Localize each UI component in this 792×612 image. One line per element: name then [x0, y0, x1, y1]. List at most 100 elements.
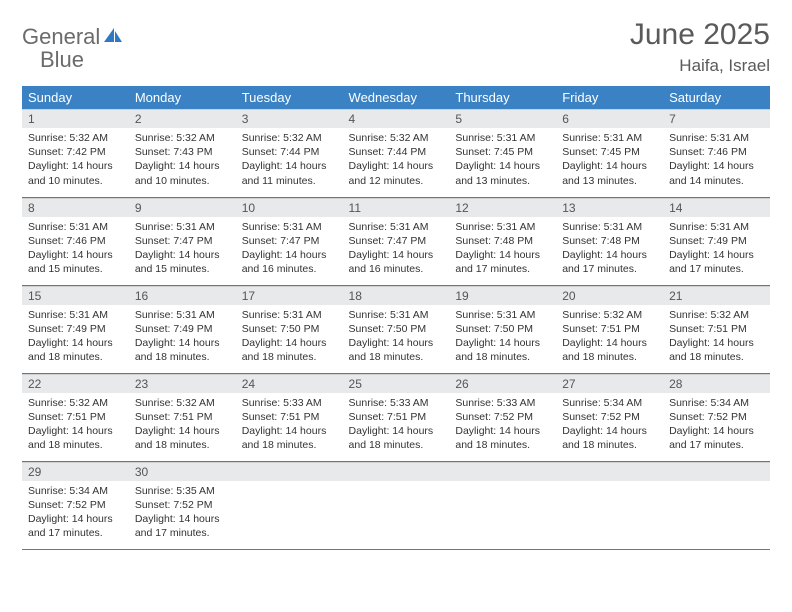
day-number: 4	[343, 109, 450, 128]
day-content: Sunrise: 5:32 AMSunset: 7:51 PMDaylight:…	[663, 305, 770, 369]
calendar-cell: 2Sunrise: 5:32 AMSunset: 7:43 PMDaylight…	[129, 109, 236, 197]
day-number: 22	[22, 374, 129, 393]
calendar-cell: 18Sunrise: 5:31 AMSunset: 7:50 PMDayligh…	[343, 285, 450, 373]
day-content: Sunrise: 5:32 AMSunset: 7:43 PMDaylight:…	[129, 128, 236, 192]
day-content: Sunrise: 5:31 AMSunset: 7:47 PMDaylight:…	[129, 217, 236, 281]
day-number: 29	[22, 462, 129, 481]
calendar-cell-empty	[663, 461, 770, 549]
day-content: Sunrise: 5:31 AMSunset: 7:47 PMDaylight:…	[343, 217, 450, 281]
weekday-header: Thursday	[449, 86, 556, 109]
day-number-empty	[236, 462, 343, 481]
calendar-cell: 13Sunrise: 5:31 AMSunset: 7:48 PMDayligh…	[556, 197, 663, 285]
calendar-cell: 12Sunrise: 5:31 AMSunset: 7:48 PMDayligh…	[449, 197, 556, 285]
weekday-header: Tuesday	[236, 86, 343, 109]
day-number: 17	[236, 286, 343, 305]
day-number: 5	[449, 109, 556, 128]
day-content: Sunrise: 5:31 AMSunset: 7:50 PMDaylight:…	[449, 305, 556, 369]
day-number: 18	[343, 286, 450, 305]
day-number: 8	[22, 198, 129, 217]
day-content: Sunrise: 5:32 AMSunset: 7:51 PMDaylight:…	[129, 393, 236, 457]
weekday-header: Sunday	[22, 86, 129, 109]
weekday-header: Wednesday	[343, 86, 450, 109]
day-number: 28	[663, 374, 770, 393]
day-content: Sunrise: 5:32 AMSunset: 7:51 PMDaylight:…	[556, 305, 663, 369]
day-number: 7	[663, 109, 770, 128]
day-content: Sunrise: 5:31 AMSunset: 7:50 PMDaylight:…	[236, 305, 343, 369]
logo-text-gray: General	[22, 24, 100, 49]
title-block: June 2025 Haifa, Israel	[630, 18, 770, 76]
day-content: Sunrise: 5:32 AMSunset: 7:44 PMDaylight:…	[236, 128, 343, 192]
day-content: Sunrise: 5:31 AMSunset: 7:49 PMDaylight:…	[129, 305, 236, 369]
header: General Blue June 2025 Haifa, Israel	[22, 18, 770, 76]
day-number: 9	[129, 198, 236, 217]
calendar-cell: 1Sunrise: 5:32 AMSunset: 7:42 PMDaylight…	[22, 109, 129, 197]
calendar-cell: 7Sunrise: 5:31 AMSunset: 7:46 PMDaylight…	[663, 109, 770, 197]
day-number: 25	[343, 374, 450, 393]
day-content: Sunrise: 5:33 AMSunset: 7:51 PMDaylight:…	[343, 393, 450, 457]
day-number-empty	[449, 462, 556, 481]
calendar-cell: 21Sunrise: 5:32 AMSunset: 7:51 PMDayligh…	[663, 285, 770, 373]
calendar-row: 22Sunrise: 5:32 AMSunset: 7:51 PMDayligh…	[22, 373, 770, 461]
day-content: Sunrise: 5:33 AMSunset: 7:52 PMDaylight:…	[449, 393, 556, 457]
calendar-row: 29Sunrise: 5:34 AMSunset: 7:52 PMDayligh…	[22, 461, 770, 549]
calendar-row: 8Sunrise: 5:31 AMSunset: 7:46 PMDaylight…	[22, 197, 770, 285]
day-content: Sunrise: 5:33 AMSunset: 7:51 PMDaylight:…	[236, 393, 343, 457]
day-content: Sunrise: 5:34 AMSunset: 7:52 PMDaylight:…	[663, 393, 770, 457]
day-content: Sunrise: 5:34 AMSunset: 7:52 PMDaylight:…	[22, 481, 129, 545]
calendar-cell-empty	[449, 461, 556, 549]
day-number: 19	[449, 286, 556, 305]
logo: General Blue	[22, 26, 124, 72]
calendar-cell: 24Sunrise: 5:33 AMSunset: 7:51 PMDayligh…	[236, 373, 343, 461]
calendar-row: 15Sunrise: 5:31 AMSunset: 7:49 PMDayligh…	[22, 285, 770, 373]
day-number: 16	[129, 286, 236, 305]
calendar-cell: 26Sunrise: 5:33 AMSunset: 7:52 PMDayligh…	[449, 373, 556, 461]
day-number: 1	[22, 109, 129, 128]
day-number: 14	[663, 198, 770, 217]
calendar-cell: 16Sunrise: 5:31 AMSunset: 7:49 PMDayligh…	[129, 285, 236, 373]
calendar-cell: 20Sunrise: 5:32 AMSunset: 7:51 PMDayligh…	[556, 285, 663, 373]
calendar-cell: 3Sunrise: 5:32 AMSunset: 7:44 PMDaylight…	[236, 109, 343, 197]
day-number: 30	[129, 462, 236, 481]
calendar-cell: 5Sunrise: 5:31 AMSunset: 7:45 PMDaylight…	[449, 109, 556, 197]
day-number-empty	[663, 462, 770, 481]
page-title: June 2025	[630, 18, 770, 52]
day-number: 15	[22, 286, 129, 305]
day-number: 6	[556, 109, 663, 128]
calendar-cell-empty	[556, 461, 663, 549]
day-number: 10	[236, 198, 343, 217]
day-content: Sunrise: 5:31 AMSunset: 7:45 PMDaylight:…	[449, 128, 556, 192]
calendar-cell: 4Sunrise: 5:32 AMSunset: 7:44 PMDaylight…	[343, 109, 450, 197]
day-content: Sunrise: 5:31 AMSunset: 7:46 PMDaylight:…	[663, 128, 770, 192]
calendar-cell: 15Sunrise: 5:31 AMSunset: 7:49 PMDayligh…	[22, 285, 129, 373]
day-content: Sunrise: 5:31 AMSunset: 7:50 PMDaylight:…	[343, 305, 450, 369]
day-content: Sunrise: 5:34 AMSunset: 7:52 PMDaylight:…	[556, 393, 663, 457]
calendar-cell: 10Sunrise: 5:31 AMSunset: 7:47 PMDayligh…	[236, 197, 343, 285]
day-number: 3	[236, 109, 343, 128]
calendar-cell: 17Sunrise: 5:31 AMSunset: 7:50 PMDayligh…	[236, 285, 343, 373]
calendar-cell: 23Sunrise: 5:32 AMSunset: 7:51 PMDayligh…	[129, 373, 236, 461]
day-content: Sunrise: 5:32 AMSunset: 7:51 PMDaylight:…	[22, 393, 129, 457]
weekday-header: Monday	[129, 86, 236, 109]
calendar-cell: 19Sunrise: 5:31 AMSunset: 7:50 PMDayligh…	[449, 285, 556, 373]
day-content: Sunrise: 5:31 AMSunset: 7:49 PMDaylight:…	[22, 305, 129, 369]
calendar-cell: 27Sunrise: 5:34 AMSunset: 7:52 PMDayligh…	[556, 373, 663, 461]
calendar-cell: 30Sunrise: 5:35 AMSunset: 7:52 PMDayligh…	[129, 461, 236, 549]
day-content: Sunrise: 5:31 AMSunset: 7:48 PMDaylight:…	[449, 217, 556, 281]
calendar-cell: 14Sunrise: 5:31 AMSunset: 7:49 PMDayligh…	[663, 197, 770, 285]
calendar-row: 1Sunrise: 5:32 AMSunset: 7:42 PMDaylight…	[22, 109, 770, 197]
logo-sail-icon	[102, 26, 124, 49]
day-content: Sunrise: 5:31 AMSunset: 7:45 PMDaylight:…	[556, 128, 663, 192]
calendar-cell: 29Sunrise: 5:34 AMSunset: 7:52 PMDayligh…	[22, 461, 129, 549]
day-number: 13	[556, 198, 663, 217]
calendar-cell: 9Sunrise: 5:31 AMSunset: 7:47 PMDaylight…	[129, 197, 236, 285]
day-number: 2	[129, 109, 236, 128]
day-number: 27	[556, 374, 663, 393]
day-content: Sunrise: 5:32 AMSunset: 7:42 PMDaylight:…	[22, 128, 129, 192]
weekday-header-row: Sunday Monday Tuesday Wednesday Thursday…	[22, 86, 770, 109]
calendar-cell: 6Sunrise: 5:31 AMSunset: 7:45 PMDaylight…	[556, 109, 663, 197]
day-number: 21	[663, 286, 770, 305]
day-content: Sunrise: 5:31 AMSunset: 7:48 PMDaylight:…	[556, 217, 663, 281]
day-content: Sunrise: 5:35 AMSunset: 7:52 PMDaylight:…	[129, 481, 236, 545]
day-number: 20	[556, 286, 663, 305]
calendar-cell: 8Sunrise: 5:31 AMSunset: 7:46 PMDaylight…	[22, 197, 129, 285]
